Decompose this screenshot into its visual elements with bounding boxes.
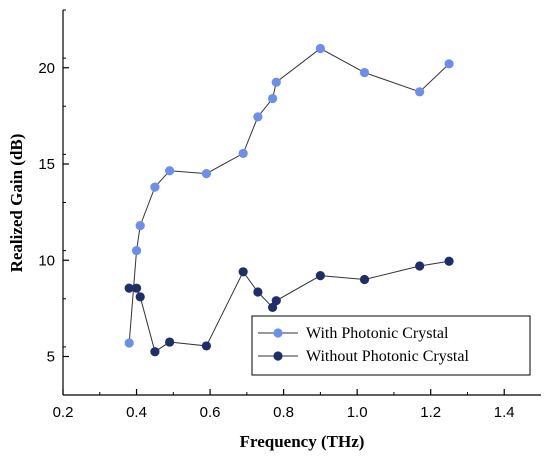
data-point [124, 338, 134, 348]
x-tick-label: 0.8 [273, 404, 294, 421]
series-line [128, 47, 450, 344]
y-tick-label: 5 [47, 349, 55, 366]
series-1 [124, 43, 454, 348]
data-point [315, 43, 325, 54]
x-tick-label: 0.4 [126, 404, 147, 421]
data-point [135, 292, 145, 302]
y-axis-title: Realized Gain (dB) [7, 134, 26, 273]
y-tick-label: 20 [38, 60, 55, 77]
data-point [444, 59, 454, 69]
x-tick-label: 1.2 [420, 404, 441, 421]
legend-entries: With Photonic Crystal Without Photonic Cr… [258, 325, 469, 365]
x-axis-title: Frequency (THz) [240, 432, 365, 451]
x-tick-label: 1.0 [347, 404, 368, 421]
data-point [253, 112, 263, 122]
series-2 [124, 256, 454, 357]
data-point [165, 337, 175, 347]
data-point [359, 274, 370, 285]
data-point [150, 347, 160, 357]
data-point [135, 221, 145, 231]
data-point [201, 341, 211, 351]
x-ticks: 0.2 0.4 0.6 0.8 1.0 1.2 1.4 [53, 389, 515, 421]
data-point [238, 148, 248, 159]
data-point [238, 267, 248, 277]
x-tick-label: 0.6 [200, 404, 221, 421]
data-point [253, 287, 263, 297]
x-tick-label: 1.4 [494, 404, 515, 421]
legend-box [251, 315, 531, 376]
series-layer [124, 43, 454, 357]
legend-label: With Photonic Crystal [306, 325, 449, 342]
legend-swatch-marker [273, 351, 283, 361]
data-point [415, 261, 425, 271]
data-point [150, 182, 160, 192]
data-point [124, 283, 134, 293]
x-tick-label: 0.2 [53, 404, 74, 421]
data-point [271, 77, 281, 87]
series-line [129, 260, 450, 353]
legend: With Photonic Crystal Without Photonic Cr… [251, 315, 531, 376]
y-tick-label: 10 [38, 252, 55, 269]
data-point [271, 296, 281, 306]
data-point [444, 256, 454, 266]
legend-label: Without Photonic Crystal [306, 348, 469, 365]
data-point [131, 246, 142, 256]
legend-swatch-marker [273, 328, 283, 338]
data-point [267, 93, 278, 104]
data-point [131, 283, 142, 293]
data-point [201, 169, 211, 179]
data-point [415, 87, 425, 97]
data-point [267, 302, 278, 313]
y-ticks: 5 10 15 20 [38, 9, 69, 396]
data-point [165, 166, 175, 176]
y-tick-label: 15 [38, 156, 55, 173]
data-point [359, 67, 370, 78]
data-point [315, 271, 325, 281]
